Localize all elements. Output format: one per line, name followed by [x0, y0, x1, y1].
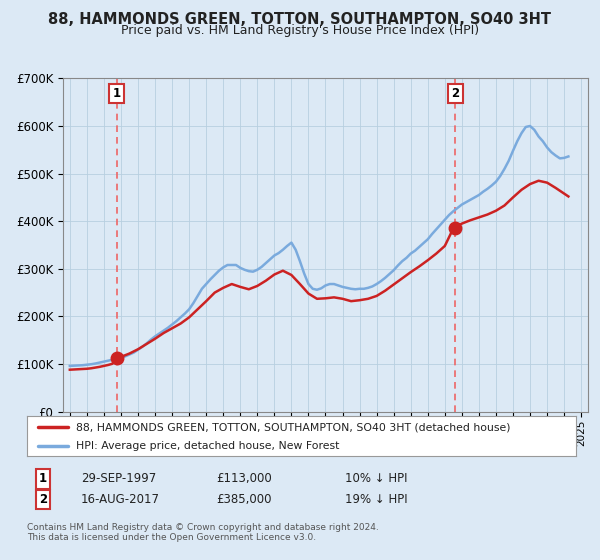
Text: £113,000: £113,000: [216, 472, 272, 486]
Text: HPI: Average price, detached house, New Forest: HPI: Average price, detached house, New …: [76, 441, 340, 451]
Text: 19% ↓ HPI: 19% ↓ HPI: [345, 493, 407, 506]
Text: 88, HAMMONDS GREEN, TOTTON, SOUTHAMPTON, SO40 3HT: 88, HAMMONDS GREEN, TOTTON, SOUTHAMPTON,…: [49, 12, 551, 27]
Text: Contains HM Land Registry data © Crown copyright and database right 2024.
This d: Contains HM Land Registry data © Crown c…: [27, 523, 379, 543]
Text: 2: 2: [39, 493, 47, 506]
Text: 1: 1: [113, 87, 121, 100]
Text: 1: 1: [39, 472, 47, 486]
Text: Price paid vs. HM Land Registry's House Price Index (HPI): Price paid vs. HM Land Registry's House …: [121, 24, 479, 36]
Text: 88, HAMMONDS GREEN, TOTTON, SOUTHAMPTON, SO40 3HT (detached house): 88, HAMMONDS GREEN, TOTTON, SOUTHAMPTON,…: [76, 422, 511, 432]
Text: 16-AUG-2017: 16-AUG-2017: [81, 493, 160, 506]
Text: 29-SEP-1997: 29-SEP-1997: [81, 472, 156, 486]
Text: 2: 2: [451, 87, 460, 100]
Text: 10% ↓ HPI: 10% ↓ HPI: [345, 472, 407, 486]
Text: £385,000: £385,000: [216, 493, 271, 506]
